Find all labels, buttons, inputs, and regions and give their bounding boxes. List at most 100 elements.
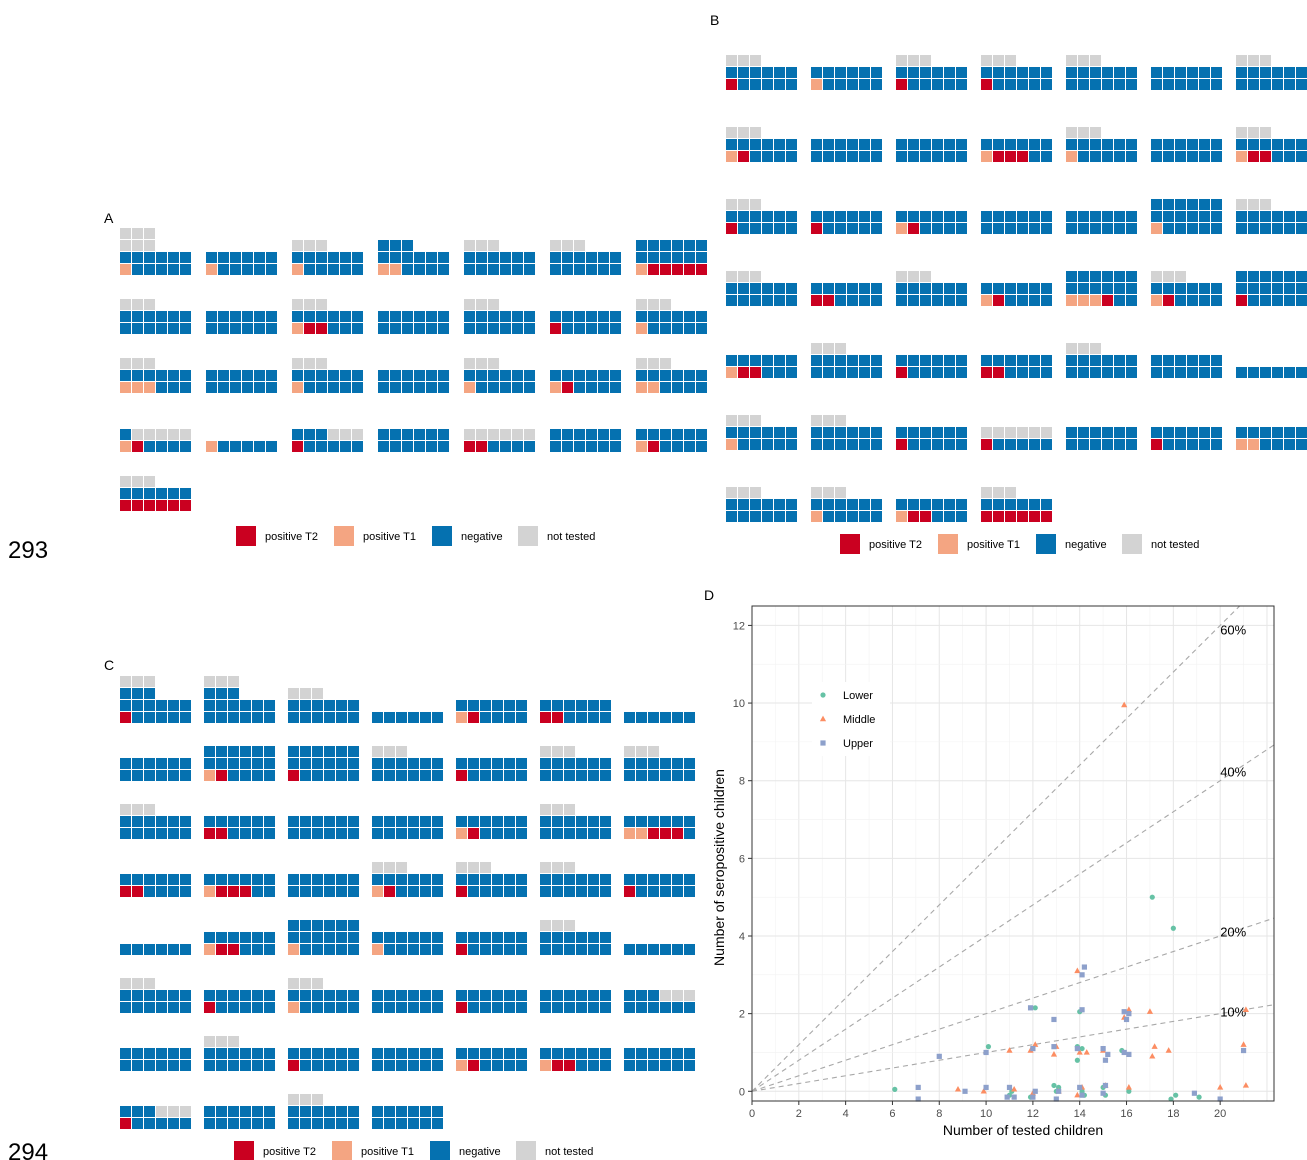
cell-negative xyxy=(396,712,407,723)
cell-negative xyxy=(738,79,749,90)
cell-not-tested xyxy=(823,487,834,498)
cell-positive-t2 xyxy=(120,1118,131,1129)
cell-negative xyxy=(144,252,155,263)
cell-negative xyxy=(312,920,323,931)
cell-positive-t1 xyxy=(896,223,907,234)
y-tick-label: 12 xyxy=(733,620,745,632)
cell-negative xyxy=(120,990,131,1001)
cell-negative xyxy=(420,1106,431,1117)
cell-negative xyxy=(336,944,347,955)
cell-negative xyxy=(1199,67,1210,78)
cell-negative xyxy=(1163,427,1174,438)
waffle-plot xyxy=(288,1094,359,1129)
cell-not-tested xyxy=(540,920,551,931)
cell-negative xyxy=(648,1048,659,1059)
cell-negative xyxy=(288,758,299,769)
cell-negative xyxy=(896,67,907,78)
legend-key-positive-t1 xyxy=(334,526,354,546)
cell-positive-t2 xyxy=(1005,151,1016,162)
cell-negative xyxy=(1126,355,1137,366)
cell-negative xyxy=(835,295,846,306)
cell-negative xyxy=(480,874,491,885)
cell-negative xyxy=(156,323,167,334)
cell-negative xyxy=(1187,223,1198,234)
cell-negative xyxy=(738,427,749,438)
legend-label: negative xyxy=(461,531,503,543)
cell-negative xyxy=(384,816,395,827)
cell-negative xyxy=(120,1106,131,1117)
cell-negative xyxy=(908,499,919,510)
cell-negative xyxy=(600,828,611,839)
cell-negative xyxy=(1102,271,1113,282)
cell-negative xyxy=(516,770,527,781)
cell-negative xyxy=(132,828,143,839)
cell-negative xyxy=(348,758,359,769)
cell-negative xyxy=(932,511,943,522)
cell-negative xyxy=(240,758,251,769)
cell-negative xyxy=(1236,427,1247,438)
cell-negative xyxy=(204,700,215,711)
cell-negative xyxy=(684,323,695,334)
cell-negative xyxy=(1090,427,1101,438)
cell-negative xyxy=(420,1048,431,1059)
waffle-plot xyxy=(981,283,1052,306)
cell-negative xyxy=(672,370,683,381)
cell-negative xyxy=(1296,139,1307,150)
cell-negative xyxy=(660,770,671,781)
x-axis-title: Number of tested children xyxy=(943,1122,1103,1138)
legend-label: positive T1 xyxy=(967,539,1020,551)
cell-negative xyxy=(324,990,335,1001)
cell-negative xyxy=(432,828,443,839)
cell-negative xyxy=(132,944,143,955)
cell-negative xyxy=(414,441,425,452)
cell-not-tested xyxy=(636,746,647,757)
waffle-plot xyxy=(726,415,797,450)
cell-negative xyxy=(156,1002,167,1013)
cell-negative xyxy=(786,511,797,522)
cell-negative xyxy=(672,1048,683,1059)
cell-negative xyxy=(660,1060,671,1071)
cell-negative xyxy=(750,427,761,438)
cell-not-tested xyxy=(396,746,407,757)
cell-negative xyxy=(586,264,597,275)
cell-negative xyxy=(696,311,707,322)
cell-negative xyxy=(896,211,907,222)
cell-negative xyxy=(516,700,527,711)
cell-not-tested xyxy=(684,990,695,1001)
legend-key-negative xyxy=(432,526,452,546)
cell-negative xyxy=(312,770,323,781)
cell-negative xyxy=(1187,355,1198,366)
cell-negative xyxy=(252,816,263,827)
cell-not-tested xyxy=(1260,55,1271,66)
cell-not-tested xyxy=(726,271,737,282)
cell-not-tested xyxy=(216,676,227,687)
cell-negative xyxy=(348,990,359,1001)
cell-negative xyxy=(120,700,131,711)
cell-negative xyxy=(204,758,215,769)
cell-negative xyxy=(1005,283,1016,294)
cell-negative xyxy=(492,932,503,943)
cell-positive-t2 xyxy=(120,886,131,897)
cell-negative xyxy=(228,1002,239,1013)
cell-negative xyxy=(1296,211,1307,222)
cell-negative xyxy=(696,382,707,393)
cell-negative xyxy=(476,323,487,334)
cell-negative xyxy=(1272,151,1283,162)
cell-negative xyxy=(372,758,383,769)
cell-not-tested xyxy=(144,240,155,251)
cell-not-tested xyxy=(835,487,846,498)
cell-positive-t2 xyxy=(993,151,1004,162)
cell-negative xyxy=(859,295,870,306)
data-point xyxy=(1074,1045,1080,1052)
cell-negative xyxy=(396,770,407,781)
cell-negative xyxy=(564,712,575,723)
cell-negative xyxy=(420,886,431,897)
cell-negative xyxy=(1114,67,1125,78)
cell-negative xyxy=(328,441,339,452)
cell-negative xyxy=(524,311,535,322)
cell-negative xyxy=(168,712,179,723)
cell-negative xyxy=(228,816,239,827)
cell-negative xyxy=(438,382,449,393)
cell-positive-t1 xyxy=(292,264,303,275)
cell-positive-t1 xyxy=(550,382,561,393)
